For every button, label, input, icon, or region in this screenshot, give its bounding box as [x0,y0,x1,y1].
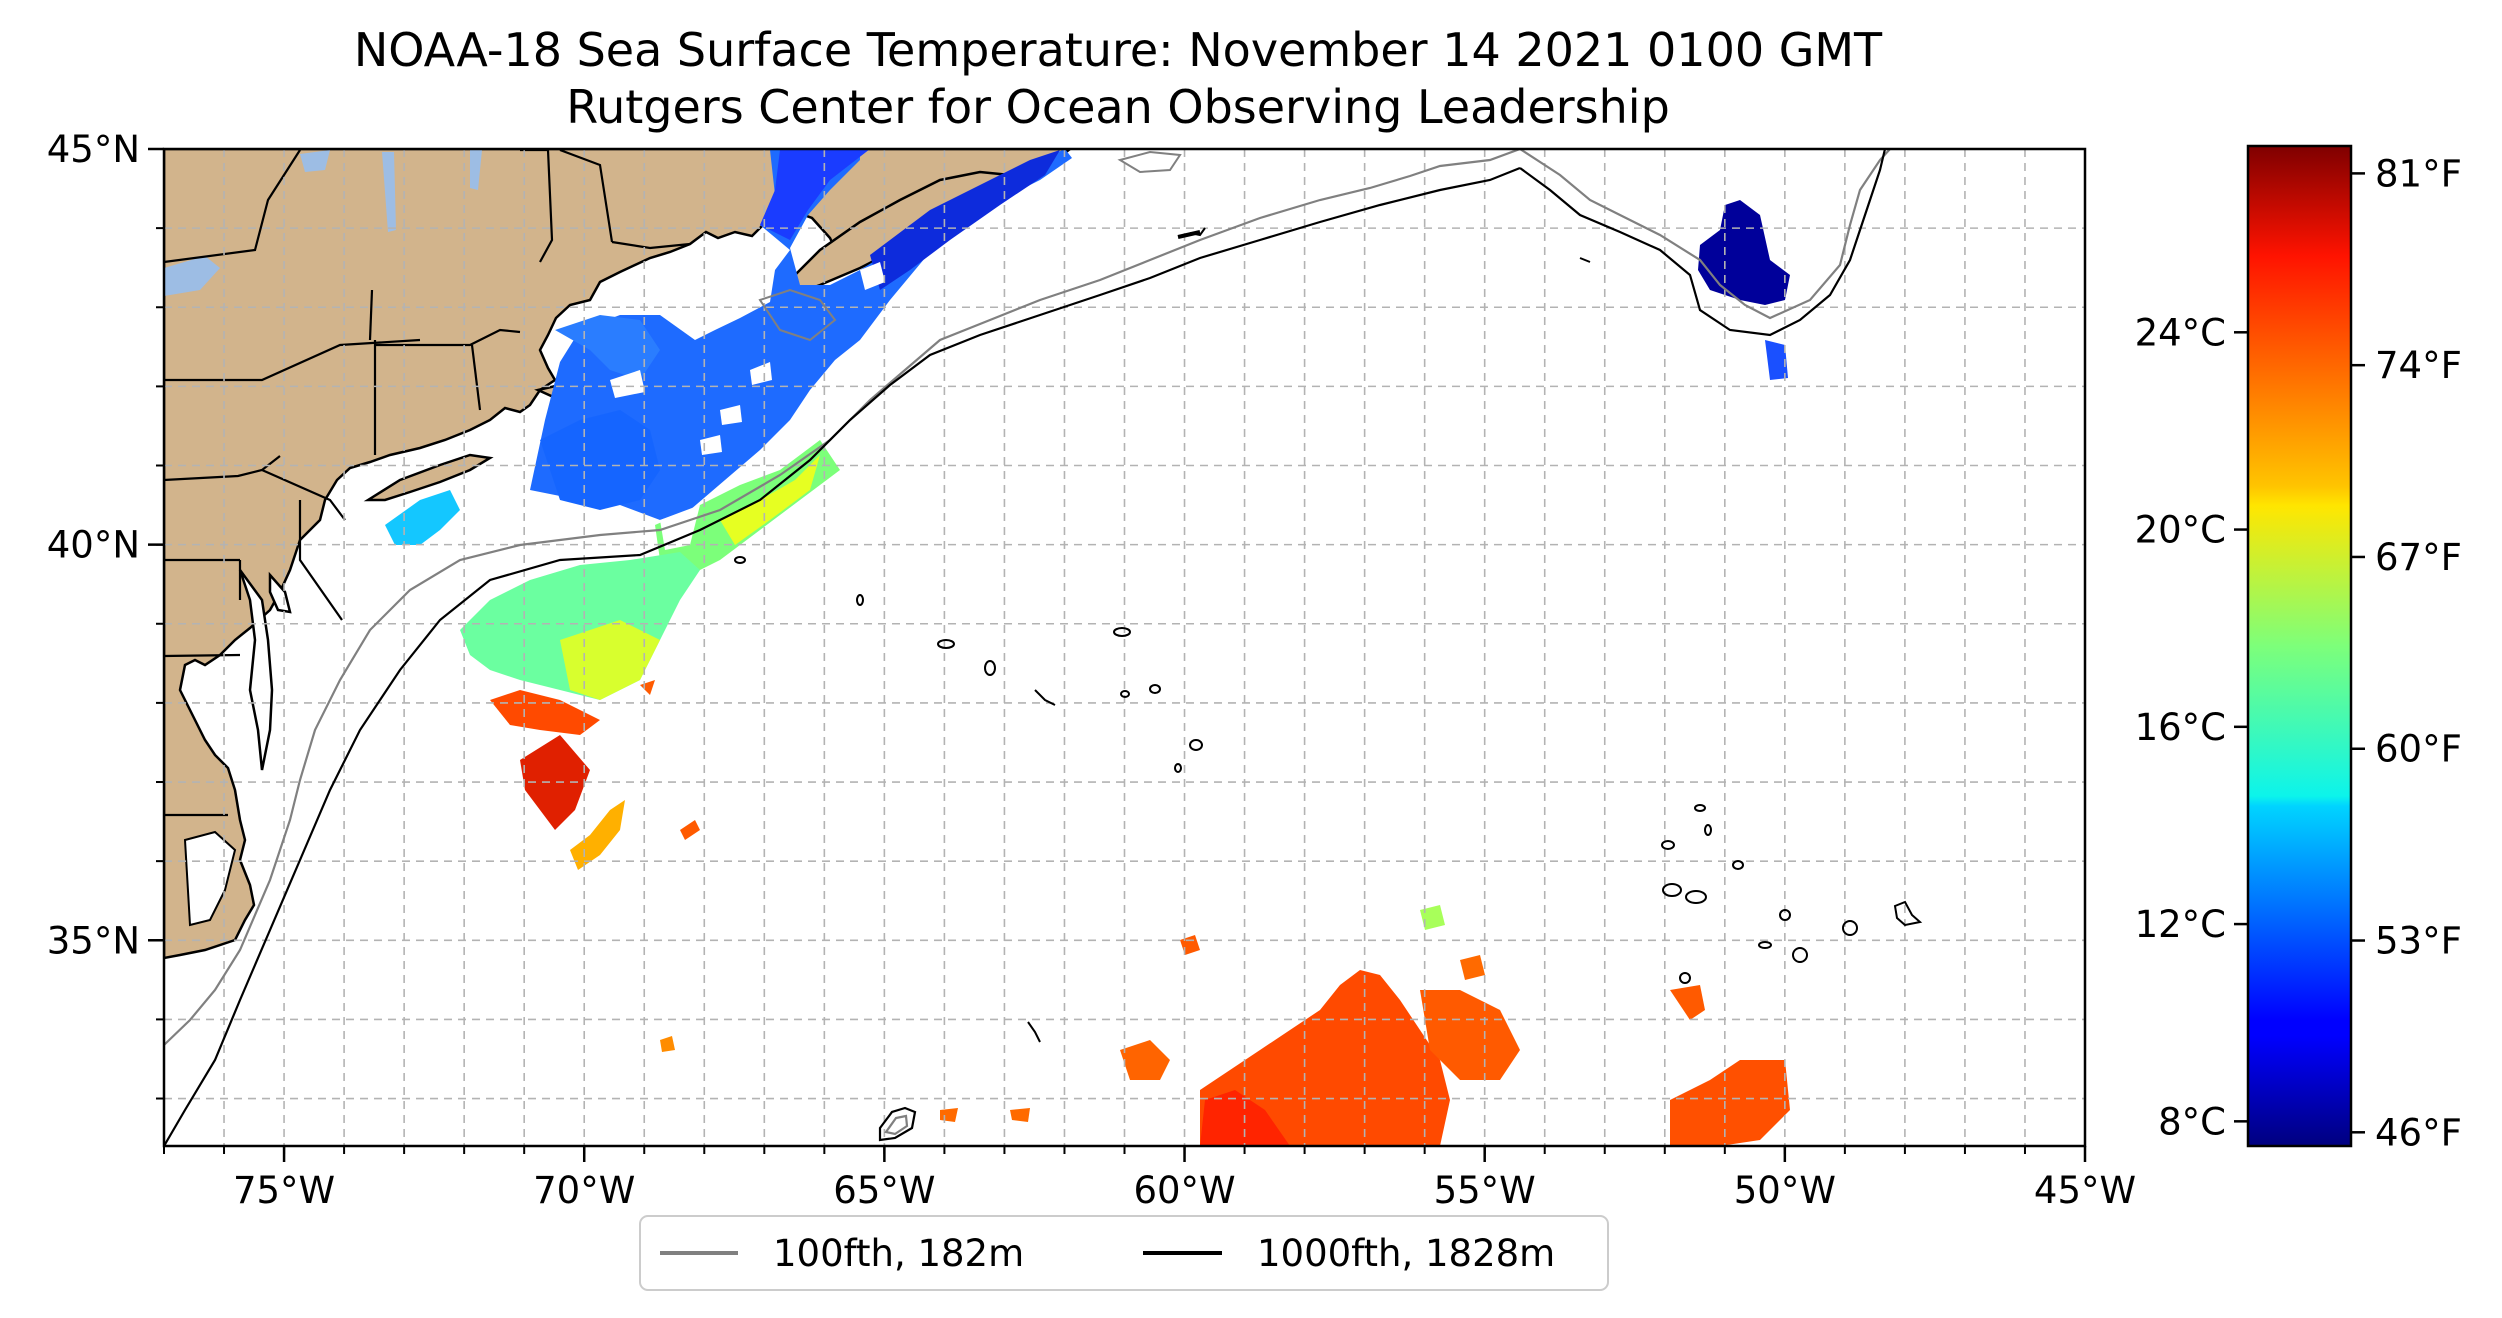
colorbar-f-label: 74°F [2375,344,2462,387]
colorbar-f-label: 46°F [2375,1111,2462,1154]
colorbar-c-label: 12°C [2135,903,2226,946]
sst-bay-of-fundy [760,149,870,240]
isobath-100fth-banks [1519,149,1891,320]
isobath-1000fth [164,166,1521,1146]
x-tick-label: 70°W [533,1169,635,1212]
colorbar-celsius-axis: 24°C 20°C 16°C 12°C 8°C [2135,311,2248,1143]
sable-island [1177,230,1201,239]
sst-gulf-stream-b [520,735,590,830]
x-tick-label: 50°W [1734,1169,1836,1212]
gridlines [164,149,2085,1146]
lake [164,256,220,296]
lake [470,150,482,190]
figure-title: NOAA-18 Sea Surface Temperature: Novembe… [354,23,1883,77]
sst-gulf-stream-a [490,690,600,735]
sst-slope-yellow [720,455,820,545]
isobath-100fth-inner [1117,150,1182,174]
sst-sargasso-fleck [1460,955,1485,980]
figure-subtitle: Rutgers Center for Ocean Observing Leade… [566,80,1670,134]
sst-filament [680,820,700,840]
isobath-1000fth-banks [1519,149,1887,337]
x-tick-label: 55°W [1434,1169,1536,1212]
colorbar-c-label: 16°C [2135,706,2226,749]
sst-sargasso-west [1120,1040,1170,1080]
seamounts [734,227,1923,1043]
colorbar-gradient [2246,144,2353,1148]
colorbar-c-label: 24°C [2135,311,2226,354]
sst-grand-banks [1698,200,1790,305]
sst-sargasso-far-east [1670,1060,1790,1146]
pamlico-sound [183,830,237,927]
sst-sargasso-fleck [1420,905,1445,930]
sst-sargasso-main [1200,970,1450,1146]
colorbar-c-label: 8°C [2158,1100,2226,1143]
sst-sargasso-east [1420,990,1520,1080]
x-axis: 75°W 70°W 65°W 60°W 55°W 50°W 45°W [163,1146,2136,1212]
legend-label-100fth: 100fth, 182m [773,1232,1024,1275]
y-tick-label: 35°N [47,919,140,962]
y-tick-label: 45°N [47,128,140,171]
colorbar-f-label: 67°F [2375,536,2462,579]
sst-nantucket [540,410,660,510]
colorbar: 81°F 74°F 67°F 60°F 53°F 46°F 24°C 20°C 16°C 12°… [2135,144,2462,1154]
colorbar-fahrenheit-axis: 81°F 74°F 67°F 60°F 53°F 46°F [2351,152,2462,1154]
isobath-100fth-inner [758,288,837,342]
sst-grand-banks-tail [1765,340,1788,380]
colorbar-f-label: 60°F [2375,728,2462,771]
cloud-gaps [610,262,885,550]
x-tick-label: 75°W [233,1169,335,1212]
colorbar-f-label: 53°F [2375,920,2462,963]
colorbar-f-label: 81°F [2375,152,2462,195]
colorbar-c-label: 20°C [2135,509,2226,552]
map-area [164,149,2085,1146]
chesapeake-bay [238,569,274,771]
legend-box [639,1215,1609,1291]
sst-sargasso-fleck [1010,1108,1030,1122]
bermuda [878,1106,917,1142]
x-tick-label: 60°W [1133,1169,1235,1212]
x-tick-label: 65°W [833,1169,935,1212]
lake [382,152,396,232]
sst-scotian-shelf [870,150,1060,290]
sst-sargasso-fleck [660,1036,675,1052]
y-axis: 45°N 40°N 35°N [47,128,164,1100]
isobath-100fth [164,149,1521,1046]
y-tick-label: 40°N [47,524,140,567]
sst-cape-cod [555,315,660,380]
lake [300,150,330,172]
legend-label-1000fth: 1000fth, 1828m [1257,1232,1555,1275]
x-tick-label: 45°W [2034,1169,2136,1212]
sst-sargasso-fleck [940,1108,958,1122]
legend: 100fth, 182m 1000fth, 1828m [639,1215,1609,1291]
sst-sargasso-fleck [1670,985,1705,1020]
